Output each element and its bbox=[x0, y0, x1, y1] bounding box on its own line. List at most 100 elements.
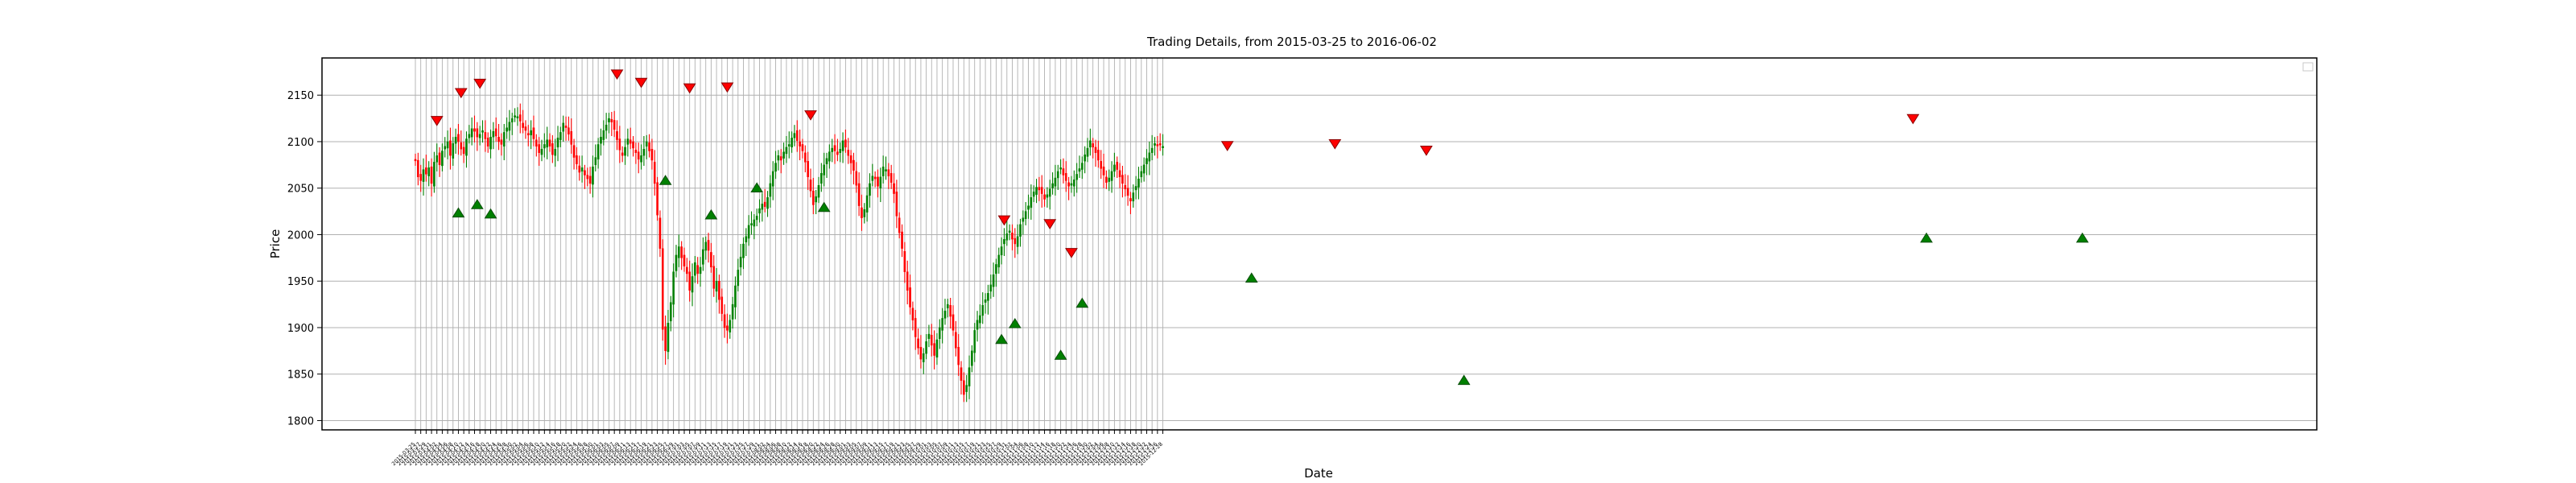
buy-signal-marker bbox=[1075, 297, 1089, 308]
candle-body bbox=[925, 341, 927, 354]
candle-body bbox=[653, 162, 656, 184]
candle-body bbox=[1129, 198, 1132, 202]
candle-body bbox=[634, 150, 638, 154]
sell-signal-marker bbox=[634, 77, 648, 89]
buy-signal-marker bbox=[658, 175, 672, 185]
candle-body bbox=[462, 147, 465, 155]
y-ticks: 1800 1850 1900 1950 2000 2050 2100 2150 bbox=[287, 90, 322, 427]
candle-body bbox=[576, 155, 578, 164]
candle-body bbox=[672, 271, 675, 305]
candle-body bbox=[648, 142, 650, 151]
candle-body bbox=[771, 171, 774, 187]
candle-body bbox=[616, 131, 618, 140]
candle-body bbox=[909, 287, 911, 308]
candle-body bbox=[906, 271, 909, 291]
candle-body bbox=[629, 139, 632, 144]
candle-body bbox=[761, 204, 764, 210]
candle-body bbox=[608, 118, 610, 122]
sell-signal-marker bbox=[1220, 141, 1234, 151]
candle-body bbox=[1027, 205, 1030, 210]
candle-body bbox=[675, 254, 678, 271]
candle-body bbox=[879, 176, 882, 188]
candle-body bbox=[995, 264, 997, 275]
candle-body bbox=[564, 126, 568, 128]
candle-body bbox=[785, 147, 788, 155]
candle-body bbox=[1040, 187, 1043, 194]
buy-signal-marker bbox=[1054, 349, 1067, 360]
candle-body bbox=[839, 148, 842, 154]
candle-body bbox=[877, 176, 879, 187]
candle-body bbox=[449, 140, 452, 156]
candle-body bbox=[861, 207, 863, 218]
candle-body bbox=[933, 343, 935, 356]
candle-body bbox=[812, 190, 815, 205]
candle-body bbox=[494, 128, 497, 137]
candle-body bbox=[1032, 192, 1035, 197]
candle-body bbox=[849, 155, 852, 163]
candle-body bbox=[597, 144, 600, 160]
y-tick-label: 1850 bbox=[287, 369, 314, 382]
candle-body bbox=[1156, 144, 1159, 147]
candle-body bbox=[1150, 147, 1154, 154]
candle-body bbox=[670, 302, 672, 322]
candle-body bbox=[572, 145, 576, 158]
candle-body bbox=[960, 367, 963, 381]
candle-body bbox=[707, 240, 710, 251]
candle-body bbox=[656, 182, 658, 216]
candle-body bbox=[828, 151, 831, 162]
y-tick-label: 1900 bbox=[287, 323, 314, 335]
candle-body bbox=[524, 126, 527, 131]
candle-body bbox=[809, 180, 812, 192]
chart-title: Trading Details, from 2015-03-25 to 2016… bbox=[1146, 35, 1437, 49]
plot-frame bbox=[321, 57, 2318, 431]
candle-body bbox=[680, 246, 683, 258]
candle-body bbox=[438, 152, 441, 166]
candle-body bbox=[556, 138, 559, 148]
y-tick-label: 1950 bbox=[287, 276, 314, 288]
candle-body bbox=[562, 122, 564, 132]
candle-body bbox=[1094, 147, 1097, 154]
candle-body bbox=[452, 143, 455, 159]
candle-body bbox=[1116, 162, 1119, 170]
y-tick-label: 2000 bbox=[287, 229, 314, 242]
candle-body bbox=[737, 270, 740, 287]
candle-body bbox=[1146, 158, 1148, 164]
candle-body bbox=[1024, 211, 1027, 220]
candle-body bbox=[1062, 168, 1065, 175]
candle-body bbox=[683, 254, 686, 266]
candle-body bbox=[745, 236, 748, 242]
candle-body bbox=[1113, 164, 1116, 172]
candle-body bbox=[1016, 236, 1019, 247]
candle-body bbox=[747, 225, 750, 239]
candle-body bbox=[645, 141, 648, 147]
candle-body bbox=[758, 208, 761, 214]
y-tick-label: 2050 bbox=[287, 184, 314, 196]
candle-body bbox=[779, 156, 782, 161]
sell-signal-marker bbox=[1065, 248, 1078, 258]
sell-signal-marker bbox=[1906, 114, 1920, 125]
candle-body bbox=[1067, 182, 1070, 187]
sell-signal-marker bbox=[454, 88, 468, 99]
candle-body bbox=[893, 183, 895, 194]
candle-body bbox=[588, 175, 592, 184]
candle-body bbox=[465, 138, 468, 156]
candle-body bbox=[720, 296, 724, 314]
candle-body bbox=[847, 150, 850, 156]
candle-body bbox=[981, 305, 985, 316]
candle-body bbox=[774, 163, 777, 172]
buy-signal-marker bbox=[750, 182, 764, 192]
candle-body bbox=[890, 173, 893, 183]
candle-body bbox=[538, 144, 540, 154]
candle-body bbox=[694, 262, 696, 276]
candle-body bbox=[887, 169, 890, 176]
candle-body bbox=[1070, 183, 1073, 186]
candle-body bbox=[1092, 143, 1094, 148]
candle-body bbox=[1132, 192, 1135, 202]
candle-body bbox=[688, 271, 691, 291]
candle-body bbox=[997, 254, 1001, 268]
candle-body bbox=[1051, 183, 1054, 188]
legend-box bbox=[2302, 62, 2314, 72]
candle-body bbox=[1003, 239, 1005, 245]
sell-signal-marker bbox=[1043, 219, 1057, 229]
candle-body bbox=[1054, 177, 1057, 187]
